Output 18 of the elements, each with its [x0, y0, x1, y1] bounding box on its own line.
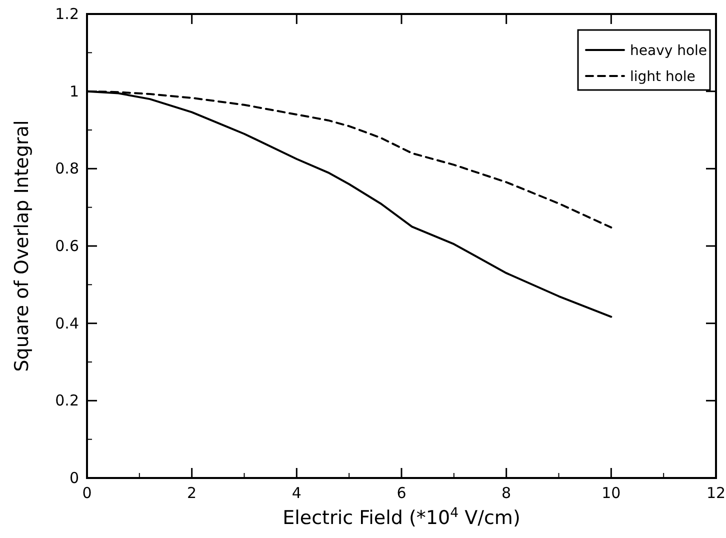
x-tick-label: 8 [502, 484, 512, 502]
x-tick-label: 2 [187, 484, 197, 502]
y-tick-label: 0 [69, 469, 79, 487]
legend-label: heavy hole [630, 43, 708, 59]
y-tick-label: 0.6 [55, 237, 79, 255]
x-tick-label: 12 [706, 484, 726, 502]
y-tick-label: 0.4 [55, 314, 79, 332]
y-tick-label: 0.8 [55, 160, 79, 178]
x-tick-label: 0 [82, 484, 92, 502]
y-tick-label: 1 [69, 82, 79, 100]
y-tick-label: 0.2 [55, 392, 79, 410]
legend-label: light hole [630, 69, 696, 85]
x-tick-label: 4 [292, 484, 302, 502]
y-axis-title: Square of Overlap Integral [11, 120, 33, 372]
x-axis-title: Electric Field (*10$^{4}$ V/cm) [282, 506, 520, 529]
x-tick-label: 6 [396, 484, 406, 502]
x-tick-label: 10 [602, 484, 621, 502]
y-tick-label: 1.2 [55, 5, 79, 23]
